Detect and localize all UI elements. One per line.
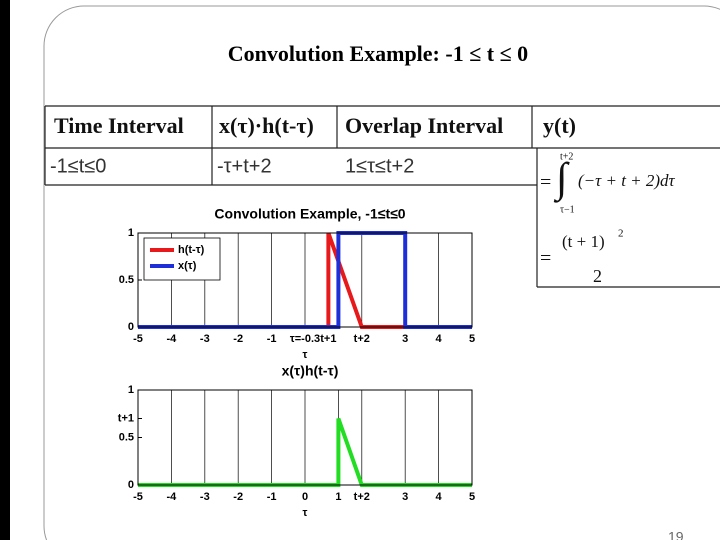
table-grid [44, 105, 720, 288]
axes-frame [137, 389, 473, 486]
x-tick-label: τ=-0.3 [290, 333, 320, 345]
x-axis-label: τ [303, 507, 308, 519]
x-tick-label: -3 [200, 491, 210, 503]
header-cell: x(τ)·h(t-τ) [219, 113, 314, 138]
table-cell: -τ+t+2 [217, 155, 272, 177]
y-tick-label: 1 [128, 227, 134, 239]
y-tick-label: 0.5 [119, 431, 134, 443]
y-tick-label: 0.5 [119, 274, 134, 286]
legend-box [143, 237, 221, 281]
left-strip [0, 0, 10, 540]
x-tick-label: -5 [133, 491, 143, 503]
slide-title: Convolution Example: -1 ≤ t ≤ 0 [228, 41, 528, 66]
axes-frame [137, 232, 473, 328]
x-axis-label: τ [303, 349, 308, 361]
y-tick-label: 0 [128, 479, 134, 491]
legend-label: h(t-τ) [178, 244, 205, 256]
x-tick-label: 5 [469, 491, 475, 503]
exponent: 2 [618, 228, 624, 240]
y-tick-label: 1 [128, 384, 134, 396]
x-tick-label: -1 [267, 491, 277, 503]
chart-title: x(τ)h(t-τ) [282, 363, 339, 379]
numerator: (t + 1) [562, 232, 605, 251]
page-number: 19 [668, 529, 684, 540]
equals: = [540, 248, 551, 270]
x-tick-label: t+2 [354, 491, 370, 503]
header-cell: y(t) [543, 113, 576, 138]
denominator: 2 [593, 266, 602, 286]
x-tick-label: 3 [402, 491, 408, 503]
slide-frame [43, 5, 720, 540]
x-tick-label: -4 [167, 333, 178, 345]
integral-sign: ∫ [553, 156, 570, 204]
x-tick-label: 1 [335, 491, 341, 503]
x-tick-label: 3 [402, 333, 408, 345]
x-tick-label: t+2 [354, 333, 370, 345]
x-tick-label: t+1 [320, 333, 336, 345]
y-tick-label: 0 [128, 321, 134, 333]
legend-label: x(τ) [178, 260, 197, 272]
x-tick-label: 4 [436, 333, 443, 345]
x-tick-label: -4 [167, 491, 178, 503]
table-cell: -1≤t≤0 [50, 155, 106, 177]
x-tick-label: -2 [233, 333, 243, 345]
x-tick-label: 5 [469, 333, 475, 345]
lower-limit: τ−1 [560, 204, 575, 215]
x-tick-label: -1 [267, 333, 277, 345]
x-tick-label: -3 [200, 333, 210, 345]
x-tick-label: 4 [436, 491, 443, 503]
header-cell: Time Interval [54, 113, 184, 138]
equals: = [540, 172, 551, 194]
y-tick-label: t+1 [118, 412, 134, 424]
x-tick-label: -5 [133, 333, 143, 345]
upper-limit: t+2 [560, 151, 573, 162]
chart-title: Convolution Example, -1≤t≤0 [214, 206, 405, 222]
header-cell: Overlap Interval [345, 113, 503, 138]
x-tick-label: -2 [233, 491, 243, 503]
x-tick-label: 0 [302, 491, 308, 503]
table-cell: 1≤τ≤t+2 [345, 155, 414, 177]
integrand: (−τ + t + 2)dτ [578, 171, 676, 190]
